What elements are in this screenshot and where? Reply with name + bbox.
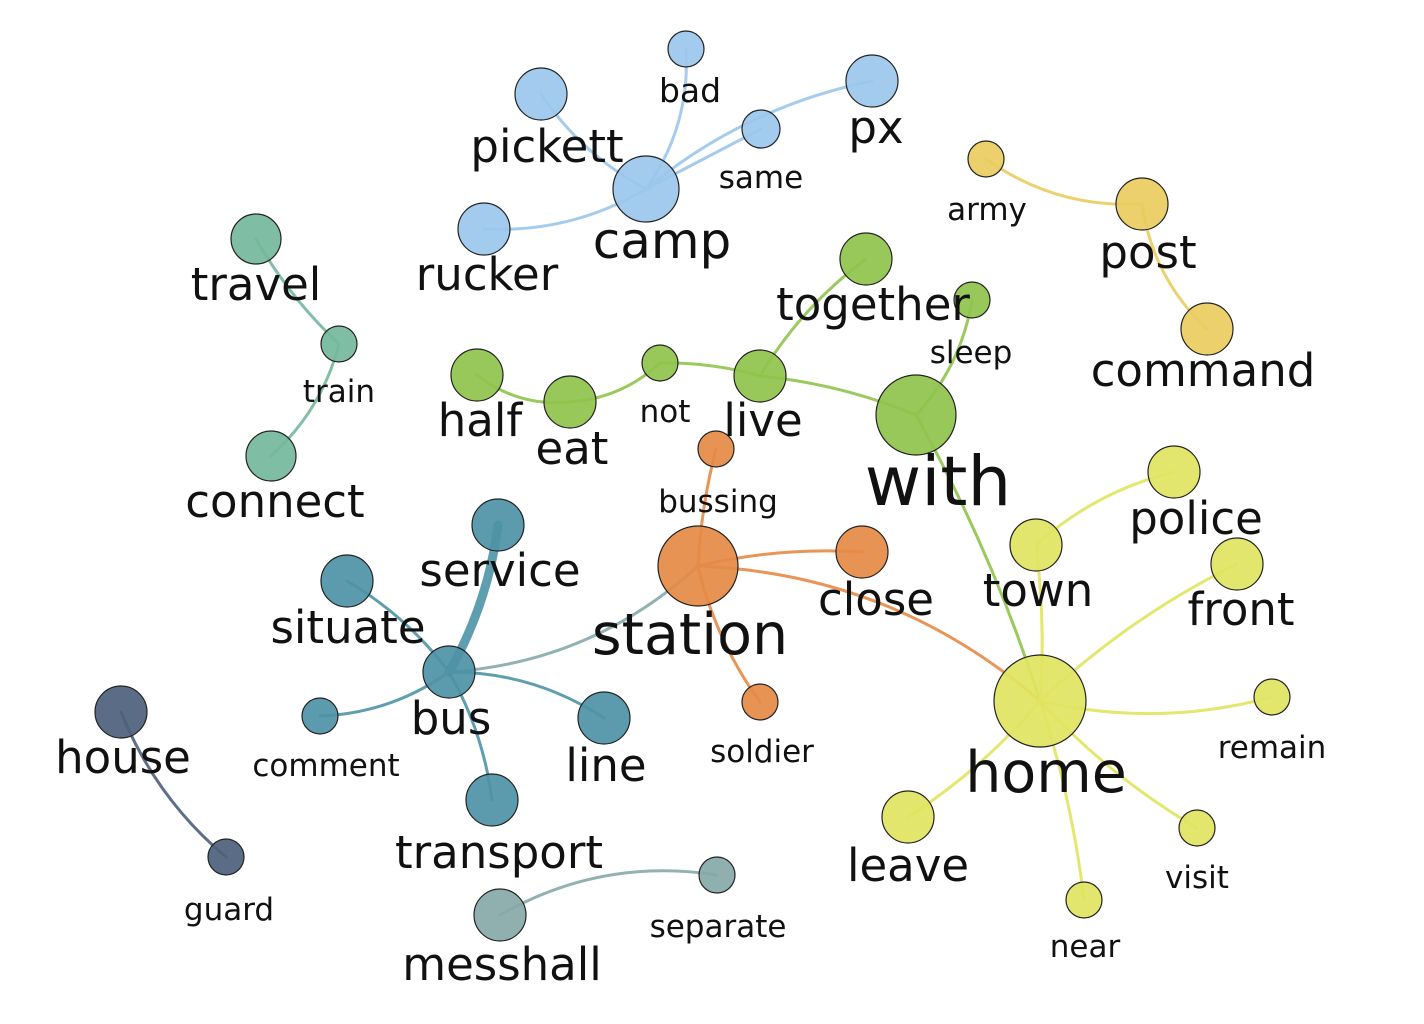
label-situate: situate	[270, 601, 425, 654]
label-guard: guard	[184, 892, 274, 928]
label-front: front	[1187, 583, 1294, 636]
node-sleep[interactable]	[953, 281, 991, 319]
node-bad[interactable]	[667, 30, 705, 68]
label-bussing: bussing	[658, 484, 778, 520]
label-not: not	[640, 394, 691, 430]
label-transport: transport	[395, 826, 603, 879]
node-layer	[94, 30, 1291, 942]
node-transport[interactable]	[465, 773, 519, 827]
label-close: close	[818, 573, 934, 626]
node-remain[interactable]	[1253, 678, 1291, 716]
label-visit: visit	[1165, 860, 1229, 896]
node-command[interactable]	[1180, 302, 1234, 356]
label-eat: eat	[536, 422, 609, 475]
node-soldier[interactable]	[741, 683, 779, 721]
node-station[interactable]	[657, 525, 739, 607]
node-with[interactable]	[875, 374, 957, 456]
label-live: live	[723, 394, 802, 447]
label-home: home	[965, 740, 1127, 806]
label-remain: remain	[1218, 730, 1327, 766]
node-train[interactable]	[320, 325, 358, 363]
edge-messhall-separate	[498, 869, 719, 917]
label-travel: travel	[191, 258, 322, 311]
node-camp[interactable]	[612, 155, 680, 223]
label-same: same	[719, 160, 803, 196]
node-half[interactable]	[450, 348, 504, 402]
node-connect[interactable]	[245, 430, 297, 482]
node-same[interactable]	[741, 109, 781, 149]
label-camp: camp	[593, 212, 732, 270]
node-px[interactable]	[845, 54, 899, 108]
node-comment[interactable]	[301, 697, 339, 735]
label-pickett: pickett	[470, 120, 623, 173]
node-near[interactable]	[1065, 881, 1103, 919]
node-live[interactable]	[733, 349, 787, 403]
node-leave[interactable]	[881, 790, 935, 844]
node-post[interactable]	[1115, 177, 1169, 231]
node-guard[interactable]	[207, 838, 245, 876]
label-separate: separate	[650, 909, 787, 945]
node-eat[interactable]	[543, 375, 597, 429]
label-near: near	[1050, 929, 1121, 965]
label-rucker: rucker	[416, 248, 559, 301]
label-post: post	[1099, 226, 1196, 279]
label-bad: bad	[659, 71, 721, 110]
label-sleep: sleep	[930, 335, 1013, 371]
node-pickett[interactable]	[514, 67, 568, 121]
node-front[interactable]	[1210, 537, 1264, 591]
label-line: line	[565, 739, 646, 792]
node-service[interactable]	[471, 498, 525, 552]
node-separate[interactable]	[698, 856, 736, 894]
node-rucker[interactable]	[457, 202, 511, 256]
node-visit[interactable]	[1178, 809, 1216, 847]
label-comment: comment	[252, 748, 399, 784]
label-bus: bus	[411, 692, 492, 745]
node-close[interactable]	[835, 525, 889, 579]
node-town[interactable]	[1009, 518, 1063, 572]
edge-station-home	[696, 564, 1042, 703]
label-layer: camp pickett bad px same rucker army post comman…	[55, 71, 1326, 991]
label-px: px	[848, 101, 903, 154]
node-situate[interactable]	[320, 554, 374, 608]
node-army[interactable]	[967, 140, 1005, 178]
label-army: army	[947, 192, 1027, 228]
label-house: house	[55, 731, 191, 784]
label-connect: connect	[185, 475, 364, 528]
node-not[interactable]	[641, 344, 679, 382]
label-train: train	[303, 374, 375, 410]
label-messhall: messhall	[402, 938, 602, 991]
label-command: command	[1091, 344, 1316, 397]
node-travel[interactable]	[230, 213, 282, 265]
label-service: service	[419, 544, 580, 597]
node-messhall[interactable]	[473, 888, 527, 942]
node-house[interactable]	[94, 685, 148, 739]
label-leave: leave	[847, 839, 969, 892]
node-home[interactable]	[993, 654, 1087, 748]
label-together: together	[776, 278, 970, 331]
node-police[interactable]	[1147, 445, 1201, 499]
node-bussing[interactable]	[697, 430, 735, 468]
label-half: half	[438, 394, 524, 447]
label-station: station	[592, 602, 788, 668]
label-with: with	[865, 442, 1011, 522]
label-town: town	[983, 564, 1094, 617]
node-together[interactable]	[839, 232, 893, 286]
node-bus[interactable]	[422, 645, 476, 699]
node-line[interactable]	[577, 691, 631, 745]
label-police: police	[1129, 492, 1263, 545]
label-soldier: soldier	[710, 734, 814, 770]
